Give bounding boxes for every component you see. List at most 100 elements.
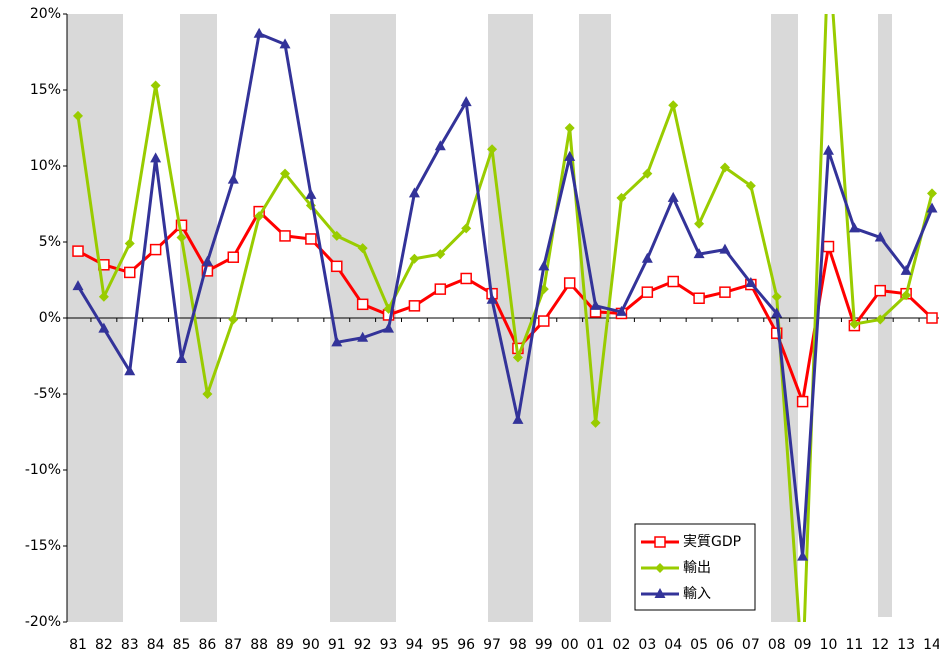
marker — [654, 588, 666, 598]
legend-label: 輸入 — [683, 586, 711, 602]
marker — [72, 245, 84, 257]
y-tick-label: 10% — [30, 158, 61, 174]
x-tick-label: 87 — [224, 637, 242, 653]
marker — [434, 283, 447, 295]
x-tick-label: 94 — [406, 637, 424, 653]
y-tick-label: 0% — [39, 310, 61, 326]
x-tick-label: 95 — [431, 637, 449, 653]
marker — [667, 275, 679, 288]
x-tick-label: 13 — [897, 637, 915, 653]
marker — [279, 38, 291, 49]
marker — [655, 563, 665, 573]
marker — [176, 232, 187, 243]
marker — [331, 336, 343, 347]
marker — [408, 187, 420, 198]
x-tick-label: 85 — [173, 637, 191, 653]
marker — [694, 218, 705, 229]
x-tick-label: 01 — [587, 637, 605, 653]
x-tick-label: 12 — [871, 637, 889, 653]
marker — [641, 252, 653, 263]
marker — [563, 277, 576, 289]
series-line — [76, 32, 934, 559]
marker — [98, 291, 109, 302]
x-tick-label: 00 — [561, 637, 579, 653]
series-line — [76, 14, 934, 622]
x-tick-label: 97 — [483, 637, 501, 653]
plot-area — [72, 14, 938, 622]
marker — [435, 249, 446, 260]
x-tick-label: 02 — [613, 637, 631, 653]
marker — [901, 290, 912, 301]
marker — [124, 266, 136, 279]
series-line — [77, 210, 934, 404]
marker — [693, 248, 705, 259]
x-tick-label: 14 — [923, 637, 939, 653]
x-tick-label: 03 — [638, 637, 656, 653]
y-tick-label: -15% — [25, 538, 61, 554]
marker — [486, 293, 498, 304]
y-tick-label: -5% — [34, 386, 61, 402]
marker — [487, 144, 498, 155]
marker — [926, 312, 938, 324]
y-tick-label: -10% — [25, 462, 61, 478]
marker — [460, 272, 472, 285]
marker — [822, 240, 835, 253]
marker — [615, 305, 627, 316]
legend-label: 輸出 — [683, 560, 711, 576]
marker — [770, 327, 783, 339]
x-tick-label: 92 — [354, 637, 372, 653]
marker — [796, 395, 809, 408]
y-tick-label: 15% — [30, 82, 61, 98]
x-tick-label: 89 — [276, 637, 294, 653]
x-tick-label: 84 — [147, 637, 165, 653]
marker — [848, 222, 860, 233]
y-tick-label: -20% — [25, 614, 61, 630]
x-tick-label: 88 — [250, 637, 268, 653]
x-tick-label: 90 — [302, 637, 320, 653]
marker — [822, 144, 834, 155]
marker — [797, 550, 809, 561]
x-tick-label: 08 — [768, 637, 786, 653]
marker — [719, 286, 731, 298]
marker — [668, 100, 679, 111]
marker — [150, 80, 161, 91]
y-tick-label: 5% — [39, 234, 61, 250]
marker — [202, 389, 213, 399]
x-tick-label: 10 — [820, 637, 838, 653]
marker — [693, 292, 705, 304]
x-tick-label: 09 — [794, 637, 812, 653]
legend-label: 実質GDP — [683, 534, 741, 550]
marker — [667, 191, 679, 202]
marker — [900, 264, 912, 275]
marker — [874, 284, 886, 297]
marker — [383, 322, 395, 333]
x-tick-label: 93 — [380, 637, 398, 653]
marker — [201, 255, 213, 266]
x-tick-label: 91 — [328, 637, 346, 653]
marker — [227, 251, 240, 263]
x-tick-label: 81 — [69, 637, 87, 653]
marker — [564, 150, 576, 161]
marker — [357, 331, 369, 342]
x-tick-label: 86 — [198, 637, 216, 653]
marker — [228, 314, 239, 325]
x-tick-label: 83 — [121, 637, 139, 653]
marker — [254, 211, 265, 222]
marker — [356, 298, 369, 311]
marker — [654, 536, 666, 548]
marker — [564, 123, 575, 133]
marker — [745, 277, 757, 288]
marker — [771, 291, 782, 302]
marker — [409, 253, 420, 264]
x-tick-label: 99 — [535, 637, 553, 653]
x-tick-label: 04 — [664, 637, 682, 653]
y-tick-label: 20% — [30, 6, 61, 22]
x-tick-label: 06 — [716, 637, 734, 653]
marker — [719, 162, 730, 173]
marker — [719, 243, 731, 254]
marker — [408, 300, 421, 312]
marker — [331, 260, 343, 273]
marker — [745, 180, 756, 191]
